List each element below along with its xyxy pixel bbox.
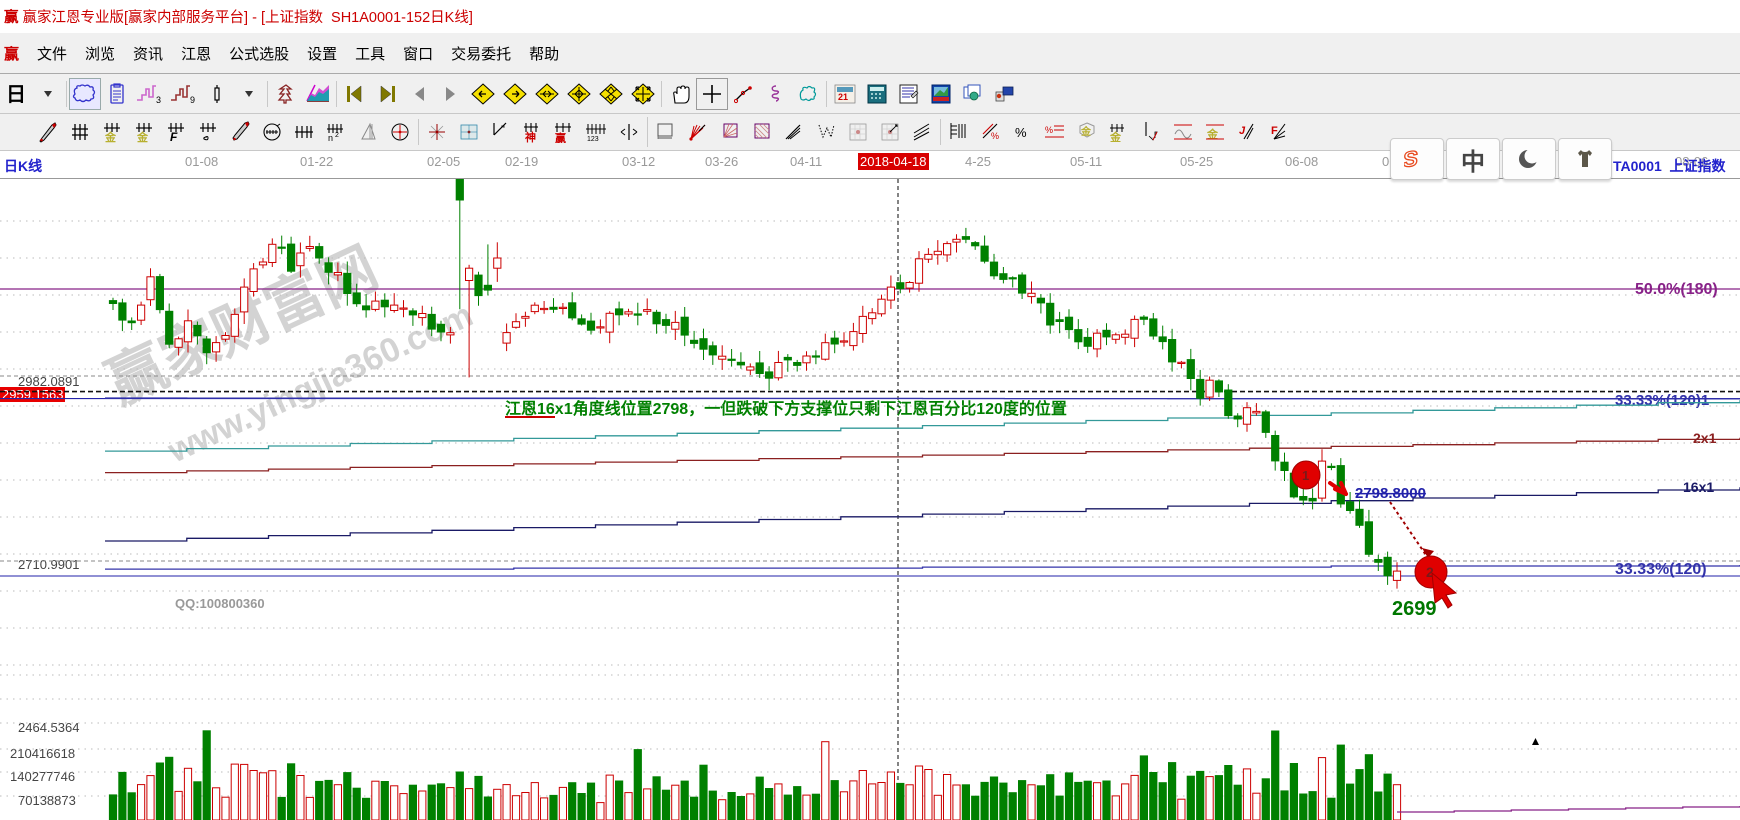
svg-text:2798.8000: 2798.8000 bbox=[1355, 485, 1426, 502]
svg-text:1: 1 bbox=[1302, 468, 1309, 483]
svg-text:J: J bbox=[1239, 125, 1246, 137]
svg-text:9: 9 bbox=[190, 95, 195, 105]
svg-text:2: 2 bbox=[335, 132, 339, 139]
svg-text:3: 3 bbox=[156, 95, 161, 105]
svg-text:S: S bbox=[1404, 146, 1419, 172]
svg-text:金: 金 bbox=[104, 130, 117, 143]
svg-text:21: 21 bbox=[838, 92, 848, 102]
svg-text:神: 神 bbox=[525, 130, 536, 143]
svg-text:赢: 赢 bbox=[555, 131, 566, 143]
svg-text:%: % bbox=[1015, 125, 1027, 140]
svg-text:123: 123 bbox=[587, 136, 599, 142]
svg-text:金: 金 bbox=[136, 130, 149, 143]
svg-text:2699: 2699 bbox=[1392, 598, 1437, 620]
svg-text:金: 金 bbox=[1080, 125, 1092, 138]
svg-text:日: 日 bbox=[6, 84, 26, 106]
svg-text:%: % bbox=[1045, 125, 1053, 135]
svg-text:金: 金 bbox=[1109, 130, 1122, 142]
svg-text:": " bbox=[501, 124, 505, 136]
svg-text:F: F bbox=[170, 130, 178, 143]
svg-text:%: % bbox=[991, 131, 999, 141]
svg-text:n: n bbox=[328, 133, 333, 142]
